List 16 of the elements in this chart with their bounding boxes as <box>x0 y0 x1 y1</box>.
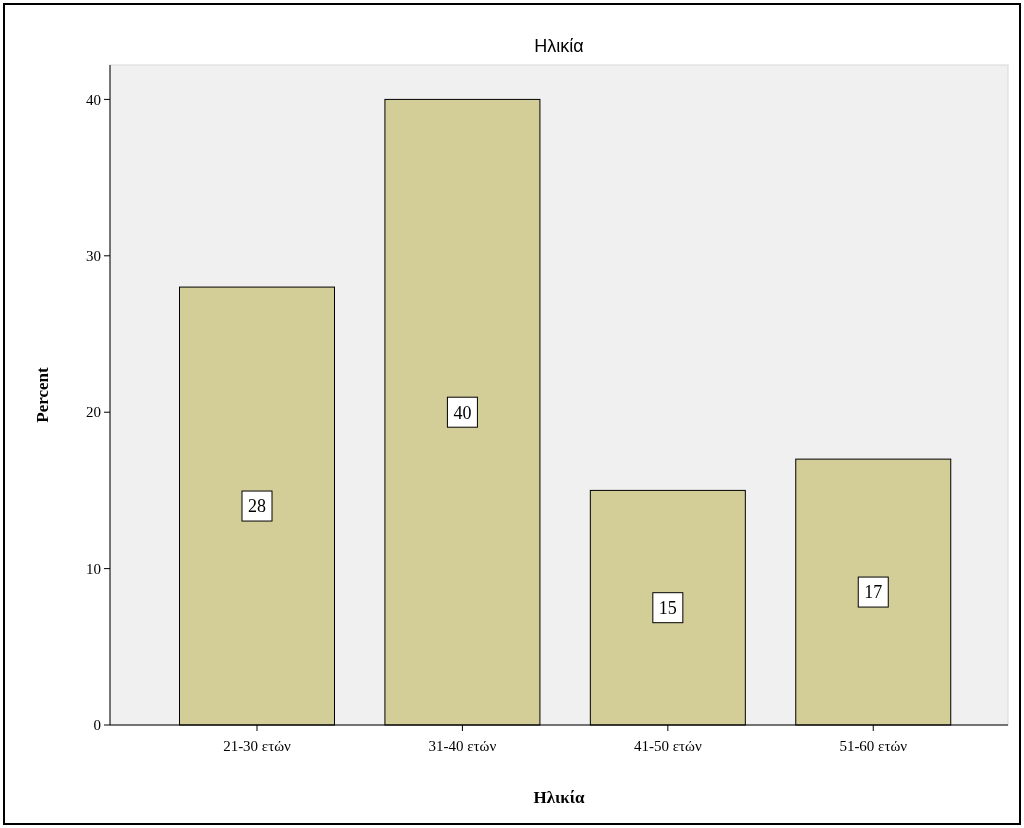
x-axis-title: Ηλικία <box>533 788 586 807</box>
x-tick-label: 31-40 ετών <box>428 738 497 754</box>
data-label: 28 <box>248 496 266 517</box>
x-tick-label: 21-30 ετών <box>223 738 292 754</box>
y-tick-label: 10 <box>86 560 101 577</box>
data-label: 40 <box>453 402 472 423</box>
data-label: 17 <box>864 582 883 603</box>
y-axis-title: Percent <box>33 366 52 423</box>
y-tick-label: 0 <box>93 717 101 734</box>
x-tick-label: 41-50 ετών <box>633 738 702 754</box>
y-tick-label: 20 <box>86 404 101 421</box>
x-tick-label: 51-60 ετών <box>839 738 908 754</box>
chart-title: Ηλικία <box>534 36 584 56</box>
data-label: 15 <box>658 598 677 618</box>
y-tick-label: 30 <box>86 248 101 265</box>
y-tick-label: 40 <box>86 91 101 108</box>
